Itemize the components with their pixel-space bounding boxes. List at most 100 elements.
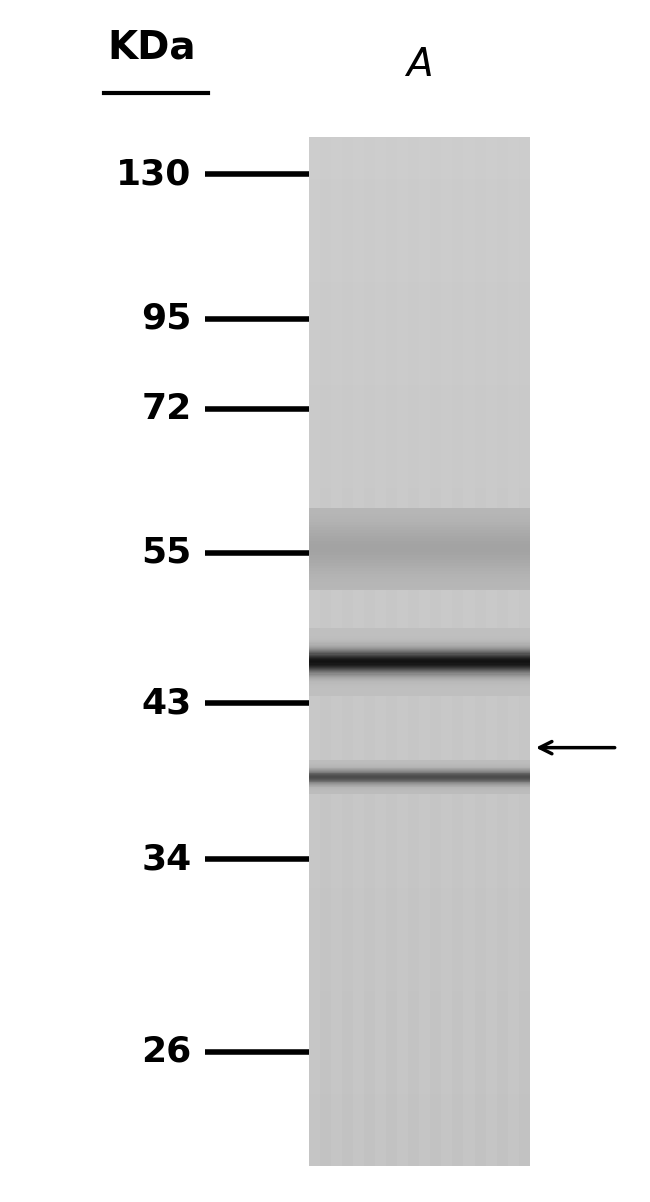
Bar <box>309 1000 530 1012</box>
Bar <box>309 363 530 375</box>
Bar <box>309 589 530 601</box>
Bar <box>309 980 530 992</box>
Bar <box>309 743 530 755</box>
Bar <box>309 649 530 651</box>
Bar <box>309 790 530 791</box>
Bar <box>508 138 519 1166</box>
Bar <box>309 632 530 633</box>
Bar <box>309 769 530 770</box>
Bar <box>309 641 530 642</box>
Bar <box>309 1072 530 1084</box>
Bar <box>309 476 530 488</box>
Bar <box>309 867 530 879</box>
Bar <box>309 654 530 655</box>
Bar <box>309 639 530 641</box>
Bar <box>309 1052 530 1063</box>
Bar <box>309 784 530 786</box>
Bar <box>309 1133 530 1146</box>
Bar <box>309 435 530 446</box>
Bar <box>309 651 530 662</box>
Bar <box>309 785 530 786</box>
Bar <box>309 791 530 792</box>
Bar <box>309 230 530 240</box>
Bar <box>309 877 530 888</box>
Bar <box>309 667 530 670</box>
Bar <box>309 677 530 678</box>
Bar <box>309 682 530 684</box>
Bar <box>309 507 530 518</box>
Bar <box>309 772 530 773</box>
Bar <box>309 780 530 781</box>
Bar <box>309 691 530 692</box>
Bar <box>309 636 530 638</box>
Bar <box>309 587 530 590</box>
Bar <box>309 644 530 645</box>
Bar <box>309 672 530 673</box>
Bar <box>309 661 530 662</box>
Bar <box>309 768 530 769</box>
Bar <box>309 688 530 689</box>
Bar <box>309 774 530 786</box>
Bar <box>309 554 530 558</box>
Bar <box>309 898 530 909</box>
Bar <box>309 778 530 779</box>
Bar <box>309 776 530 778</box>
Bar <box>309 240 530 251</box>
Bar <box>309 404 530 416</box>
Bar <box>309 959 530 971</box>
Bar <box>309 487 530 498</box>
Bar <box>309 630 530 631</box>
Bar <box>309 559 530 570</box>
Bar <box>309 637 530 639</box>
Text: 95: 95 <box>142 302 192 335</box>
Bar <box>309 689 530 690</box>
Bar <box>309 511 530 513</box>
Bar <box>309 456 530 468</box>
Bar <box>309 1041 530 1053</box>
Bar <box>309 537 530 541</box>
Bar <box>309 641 530 651</box>
Bar <box>309 638 530 641</box>
Bar <box>309 659 530 660</box>
Bar <box>309 762 530 763</box>
Bar <box>375 138 386 1166</box>
Bar <box>419 138 430 1166</box>
Bar <box>309 535 530 538</box>
Bar <box>309 446 530 457</box>
Bar <box>309 665 530 667</box>
Bar <box>309 1113 530 1125</box>
Bar <box>309 1154 530 1166</box>
Bar <box>309 763 530 766</box>
Bar <box>309 786 530 787</box>
Bar <box>309 635 530 637</box>
Bar <box>309 684 530 686</box>
Bar <box>309 776 530 778</box>
Text: 34: 34 <box>142 843 192 876</box>
Bar <box>397 138 408 1166</box>
Bar <box>309 770 530 772</box>
Bar <box>309 650 530 653</box>
Bar <box>309 563 530 566</box>
Bar <box>309 394 530 405</box>
Text: KDa: KDa <box>107 28 196 66</box>
Bar <box>309 763 530 764</box>
Bar <box>309 642 530 643</box>
Bar <box>309 787 530 789</box>
Bar <box>309 513 530 517</box>
Bar <box>309 537 530 549</box>
Bar <box>309 781 530 784</box>
Bar <box>309 676 530 677</box>
Bar <box>309 1031 530 1042</box>
Bar <box>309 631 530 632</box>
Bar <box>309 600 530 611</box>
Bar <box>309 779 530 781</box>
Bar <box>309 567 530 571</box>
Bar <box>309 1093 530 1105</box>
Bar <box>309 522 530 524</box>
Bar <box>309 549 530 552</box>
Bar <box>309 835 530 847</box>
Bar <box>309 826 530 837</box>
Bar <box>309 664 530 666</box>
Bar <box>309 219 530 231</box>
Bar <box>309 908 530 920</box>
